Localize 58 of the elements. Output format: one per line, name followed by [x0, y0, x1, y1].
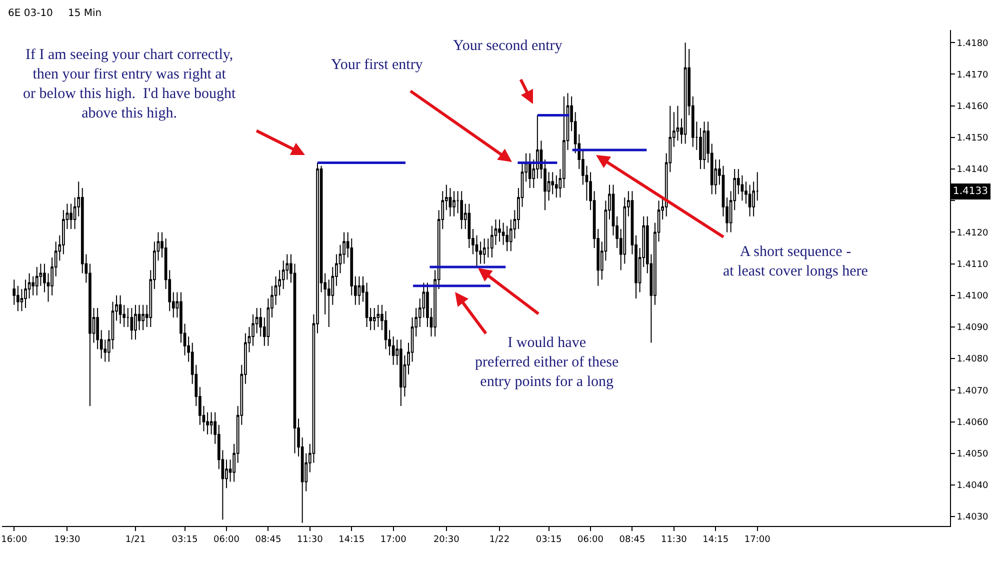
y-tick-label: 1.4070 — [956, 386, 989, 396]
text: 15 Min — [68, 8, 102, 19]
y-tick-label: 1.4040 — [956, 481, 989, 492]
x-tick-label: 08:45 — [255, 534, 282, 545]
annotation: If I am seeing your chart correctly, then your first entry was right at or below this high. I'd have bought above this high. — [23, 47, 237, 122]
candlestick — [118, 294, 122, 324]
candlestick — [528, 152, 532, 188]
candlestick — [130, 308, 134, 340]
x-tick-label: 03:15 — [536, 534, 562, 545]
y-tick-label: 1.4150 — [956, 134, 989, 144]
x-tick-label: 11:30 — [296, 534, 324, 545]
annotation: 1.4133 — [953, 186, 988, 197]
x-tick-label: 06:00 — [578, 534, 604, 545]
x-tick-label: 1/21 — [125, 534, 146, 545]
y-tick-label: 1.4110 — [956, 260, 989, 270]
candlestick — [448, 187, 452, 217]
y-tick-label: 1.4180 — [956, 38, 989, 49]
candlestick — [452, 190, 456, 217]
x-tick-label: 17:00 — [744, 534, 771, 545]
candlestick — [684, 42, 687, 144]
y-tick-label: 1.4120 — [956, 228, 989, 238]
x-tick-label: 19:30 — [54, 534, 80, 545]
annotation: I would have preferred either of these entry points for a long — [475, 335, 620, 390]
x-tick-label: 06:00 — [214, 534, 240, 545]
x-tick-label: 16:00 — [1, 534, 28, 545]
y-tick-label: 1.4140 — [956, 165, 989, 176]
x-tick-label: 17:00 — [380, 534, 407, 545]
annotation: A short sequence - at least cover longs here — [723, 244, 868, 280]
annotation: Your first entry — [331, 57, 424, 73]
candlestick — [358, 276, 361, 306]
y-tick-label: 1.4080 — [956, 354, 989, 365]
candlestick — [134, 304, 137, 340]
y-tick-label: 1.4050 — [956, 449, 989, 460]
candlestick — [482, 238, 486, 264]
annotation: Your second entry — [453, 38, 563, 54]
x-tick-label: 14:15 — [702, 534, 729, 545]
candlestick — [498, 219, 501, 242]
candlestick — [372, 308, 376, 331]
candlestick — [748, 184, 752, 217]
candlestick — [142, 304, 144, 331]
x-tick-label: 08:45 — [619, 534, 646, 545]
x-tick-label: 14:15 — [338, 534, 365, 545]
candlestick — [460, 190, 464, 230]
y-tick-label: 1.4060 — [956, 418, 989, 428]
x-tick-label: 20:30 — [433, 534, 460, 545]
text: 6E 03-10 — [8, 8, 53, 19]
y-tick-label: 1.4100 — [956, 292, 989, 302]
y-tick-label: 1.4160 — [956, 102, 989, 112]
candlestick — [376, 304, 380, 328]
candlestick — [35, 266, 38, 296]
candlestick — [399, 339, 402, 406]
y-tick-label: 1.4170 — [956, 70, 989, 80]
x-tick-label: 1/22 — [489, 534, 510, 545]
y-tick-label: 1.4030 — [956, 512, 989, 523]
y-tick-label: 1.4090 — [956, 323, 989, 334]
x-tick-label: 03:15 — [172, 534, 198, 545]
candlestick — [702, 121, 706, 170]
x-tick-label: 11:30 — [660, 534, 688, 545]
